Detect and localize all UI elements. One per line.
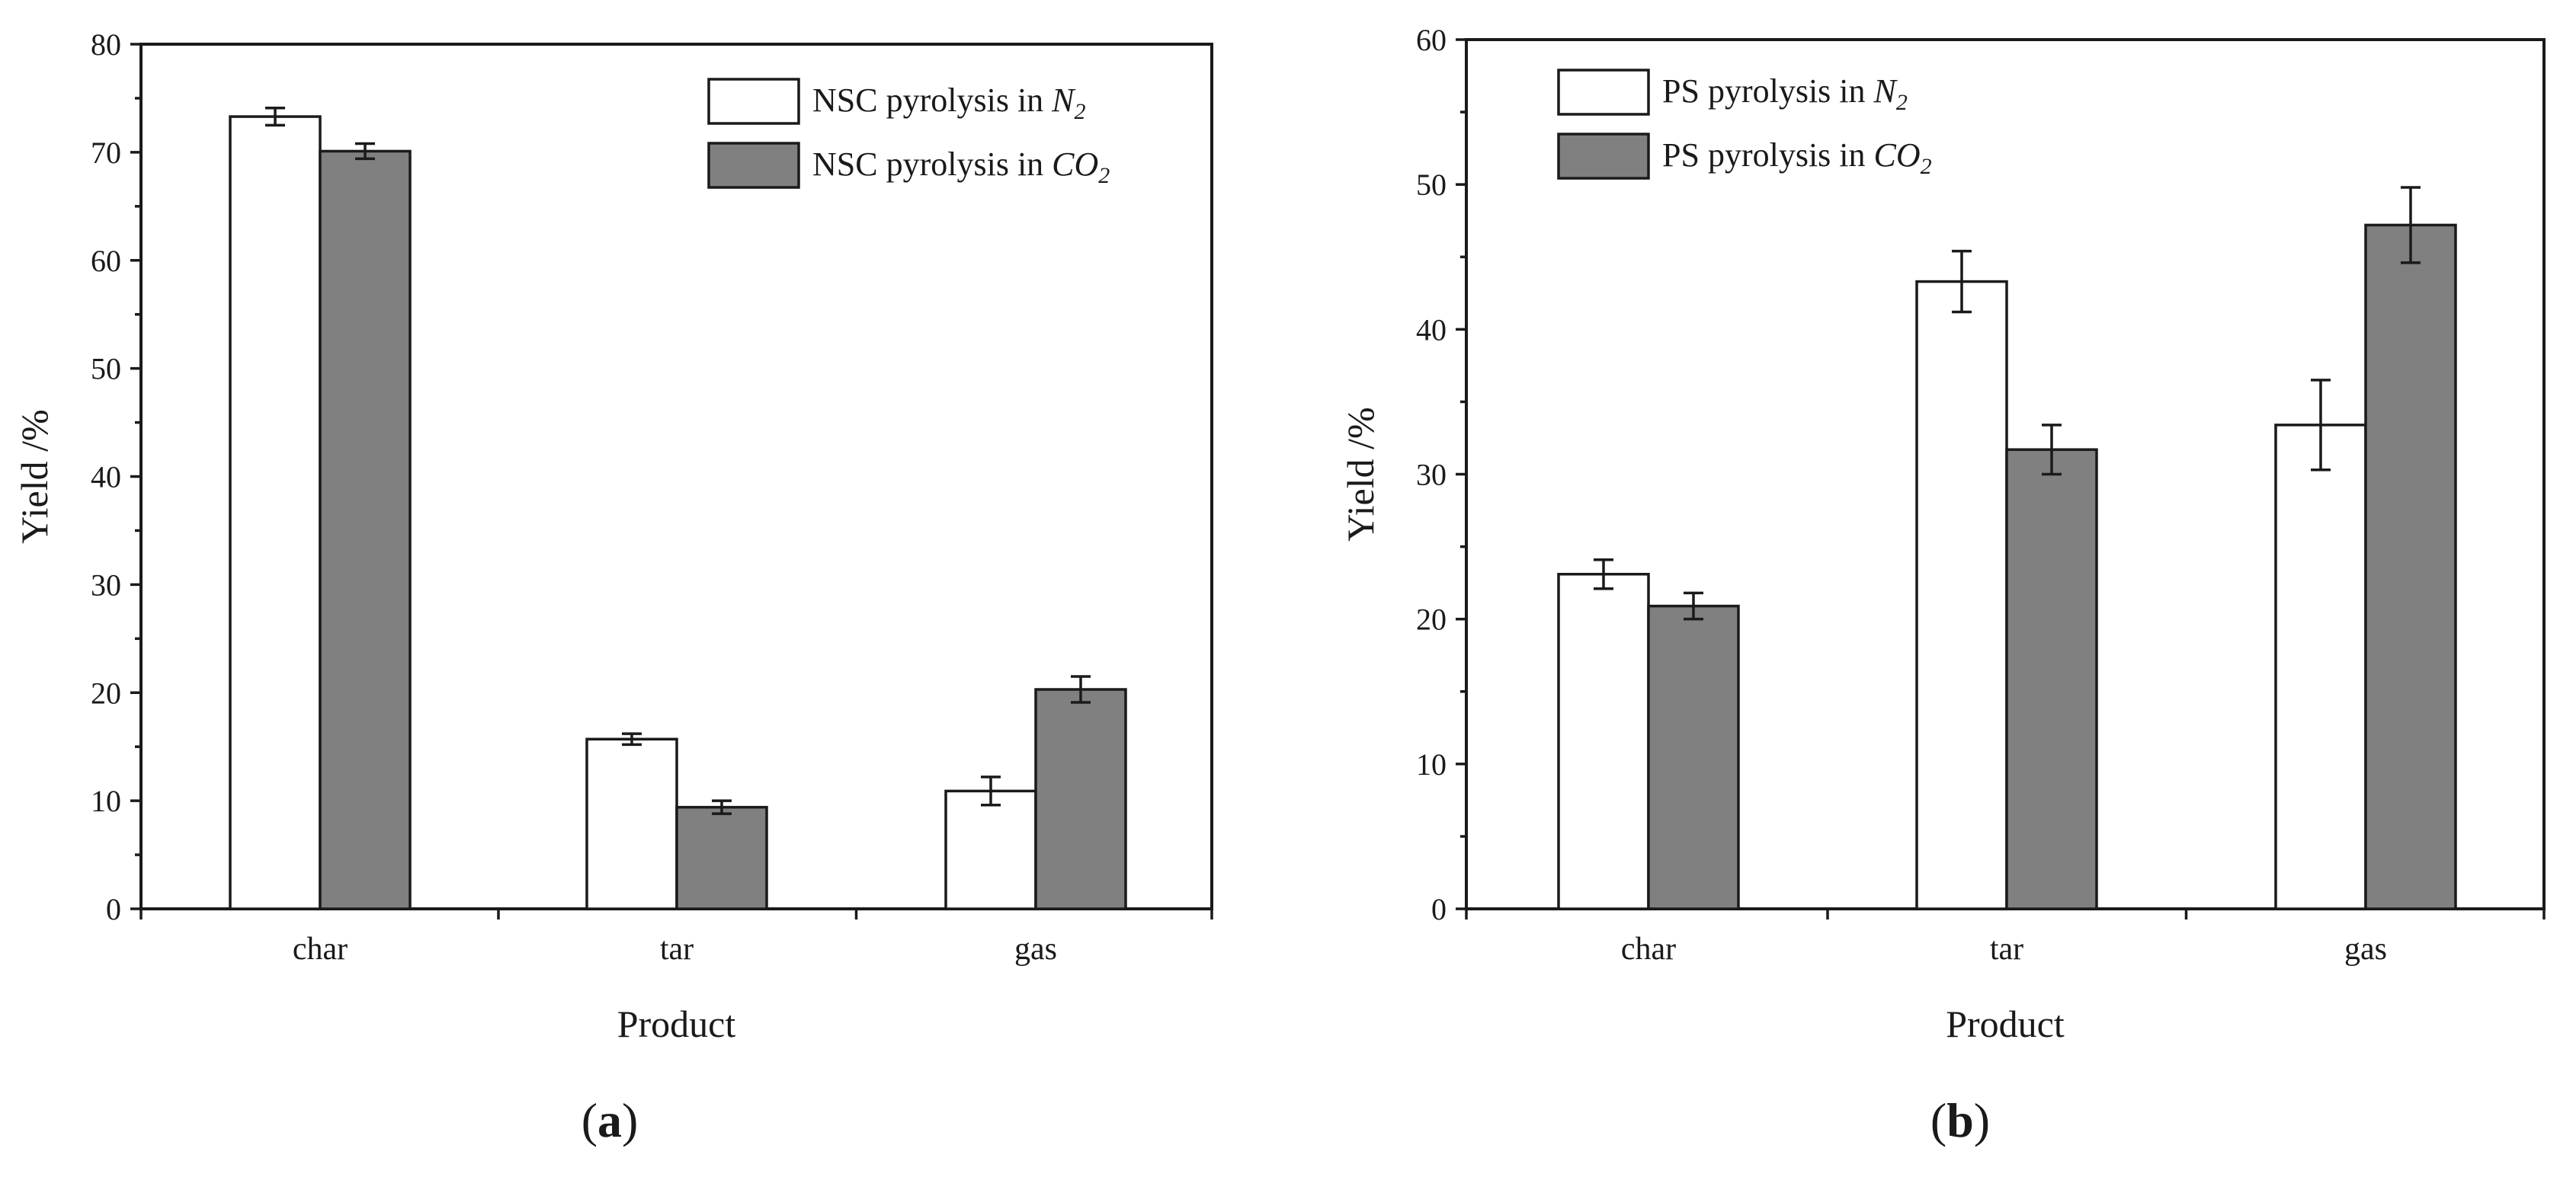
bar-gas-series2 <box>2364 223 2457 910</box>
chart-panel-b: 0 10 20 30 40 50 60 char tar gas Yield /% Product PS… <box>1339 23 2546 1147</box>
bar-char-series1 <box>229 115 322 910</box>
legend-entry: PS pyrolysis in N2 <box>1662 72 1908 115</box>
legend-swatch <box>1557 133 1650 180</box>
legend-label: NSC pyrolysis in <box>812 82 1052 119</box>
x-category-label: tar <box>1990 932 2023 967</box>
bar-char-series2 <box>1647 604 1740 910</box>
legend-label: NSC pyrolysis in <box>812 146 1052 183</box>
legend-subscript: 2 <box>1921 154 1932 179</box>
y-tick-label: 40 <box>1416 312 1447 347</box>
y-tick-label: 50 <box>1416 168 1447 202</box>
y-tick-label: 50 <box>91 352 121 386</box>
legend-label: PS pyrolysis in <box>1662 136 1874 174</box>
bar-gas-series1 <box>944 789 1037 910</box>
legend-gas: N <box>1051 82 1076 119</box>
bar-gas-series1 <box>2274 424 2367 910</box>
bar-tar-series2 <box>2005 448 2098 910</box>
legend-entry: PS pyrolysis in CO2 <box>1662 136 1932 179</box>
chart-panel-a: 0 10 20 30 40 50 60 70 80 char tar gas Yield /% Produ… <box>13 27 1213 1147</box>
legend-label: PS pyrolysis in <box>1662 72 1874 110</box>
y-tick-label: 60 <box>1416 23 1447 57</box>
bar-tar-series2 <box>675 805 768 910</box>
legend-gas: N <box>1873 72 1898 110</box>
bar-gas-series2 <box>1034 688 1127 910</box>
y-tick-label: 0 <box>1431 892 1447 926</box>
x-category-label: tar <box>660 932 694 967</box>
y-tick-label: 30 <box>1416 458 1447 492</box>
panel-label-close: ) <box>1974 1093 1990 1147</box>
x-axis-title: Product <box>617 1003 736 1045</box>
legend-swatch <box>1557 69 1650 116</box>
y-tick-label: 10 <box>1416 747 1447 782</box>
x-category-label: gas <box>1014 932 1057 967</box>
y-tick-label: 20 <box>1416 603 1447 637</box>
y-tick-label: 0 <box>106 892 121 926</box>
legend-swatch <box>707 78 800 125</box>
bar-char-series1 <box>1557 572 1650 910</box>
bar-tar-series1 <box>585 737 678 910</box>
legend-gas: CO <box>1052 146 1098 183</box>
legend-entry: NSC pyrolysis in CO2 <box>812 146 1110 188</box>
y-tick-label: 70 <box>91 136 121 170</box>
bar-char-series2 <box>319 149 412 910</box>
legend-subscript: 2 <box>1098 163 1110 188</box>
legend-subscript: 2 <box>1075 99 1086 124</box>
panel-label: (a) <box>582 1093 639 1147</box>
y-axis-title: Yield /% <box>1339 407 1382 541</box>
panel-label-open: ( <box>582 1093 598 1147</box>
panel-label-letter: a <box>598 1093 622 1147</box>
panel-label-letter: b <box>1946 1093 1974 1147</box>
y-tick-label: 40 <box>91 460 121 494</box>
panel-label-close: ) <box>622 1093 638 1147</box>
x-category-label: char <box>1621 932 1676 967</box>
x-category-label: char <box>293 932 348 967</box>
y-tick-label: 20 <box>91 676 121 710</box>
y-tick-label: 10 <box>91 784 121 818</box>
legend-subscript: 2 <box>1896 90 1908 115</box>
legend-swatch <box>707 142 800 189</box>
y-tick-label: 80 <box>91 27 121 62</box>
legend-gas: CO <box>1874 136 1921 174</box>
x-category-label: gas <box>2344 932 2387 967</box>
x-axis-title: Product <box>1946 1003 2065 1045</box>
y-tick-label: 30 <box>91 568 121 602</box>
panel-label-open: ( <box>1930 1093 1946 1147</box>
panel-label: (b) <box>1930 1093 1990 1147</box>
y-axis-title: Yield /% <box>13 409 56 543</box>
y-tick-label: 60 <box>91 244 121 278</box>
legend-entry: NSC pyrolysis in N2 <box>812 82 1086 124</box>
bar-tar-series1 <box>1915 280 2008 910</box>
